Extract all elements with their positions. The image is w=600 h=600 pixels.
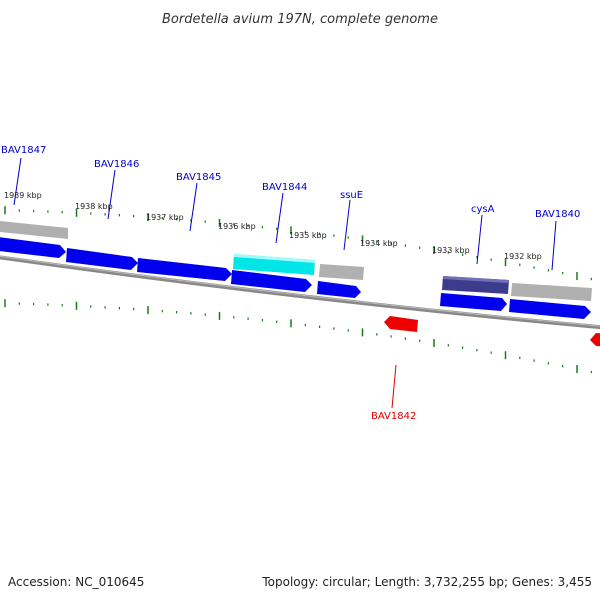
genome-backbone-highlight	[0, 255, 600, 327]
label-leader-line	[476, 214, 483, 265]
label-leader-line	[343, 199, 351, 251]
kbp-label: 1937 kbp	[146, 213, 184, 222]
gene-arrow[interactable]	[137, 258, 232, 281]
gene-label-BAV1840[interactable]: BAV1840	[535, 209, 580, 220]
gene-label-BAV1846[interactable]: BAV1846	[94, 159, 139, 170]
kbp-label: 1936 kbp	[218, 222, 256, 231]
label-leader-line	[551, 220, 557, 271]
kbp-label: 1939 kbp	[4, 191, 42, 200]
gene-arrow[interactable]	[509, 299, 591, 319]
kbp-label: 1932 kbp	[504, 252, 542, 261]
feature-bar[interactable]	[511, 283, 592, 301]
gene-label-BAV1844[interactable]: BAV1844	[262, 182, 307, 193]
map-title: Bordetella avium 197N, complete genome	[162, 12, 438, 27]
kbp-label: 1938 kbp	[75, 202, 113, 211]
gene-arrow[interactable]	[66, 248, 138, 270]
genome-backbone	[0, 255, 600, 330]
accession-text: Accession: NC_010645	[8, 575, 144, 589]
kbp-label: 1935 kbp	[289, 231, 327, 240]
gene-label-cysA[interactable]: cysA	[471, 204, 495, 215]
label-leader-line	[107, 169, 116, 220]
feature-bar-ssuE[interactable]	[319, 264, 364, 280]
gene-label-BAV1845[interactable]: BAV1845	[176, 172, 221, 183]
gene-arrow-BAV1842[interactable]	[384, 316, 418, 332]
feature-bar[interactable]	[0, 220, 68, 239]
genome-summary-text: Topology: circular; Length: 3,732,255 bp…	[261, 575, 592, 589]
scale-ticks-outer	[4, 206, 592, 281]
label-leader-line	[13, 157, 22, 206]
gene-arrow[interactable]	[0, 236, 66, 258]
gene-arrow[interactable]	[440, 293, 507, 311]
label-leader-line	[275, 192, 284, 244]
gene-label-BAV1842[interactable]: BAV1842	[371, 411, 416, 422]
kbp-label: 1933 kbp	[432, 246, 470, 255]
gene-arrow[interactable]	[590, 333, 600, 347]
gene-label-BAV1847[interactable]: BAV1847	[1, 145, 46, 156]
label-leader-line	[189, 182, 198, 232]
gene-arrow[interactable]	[317, 281, 361, 298]
gene-label-ssuE[interactable]: ssuE	[340, 190, 363, 201]
kbp-label: 1934 kbp	[360, 239, 398, 248]
scale-ticks-inner	[4, 299, 592, 374]
gene-arrow[interactable]	[231, 270, 312, 292]
label-leader-line	[391, 364, 397, 409]
